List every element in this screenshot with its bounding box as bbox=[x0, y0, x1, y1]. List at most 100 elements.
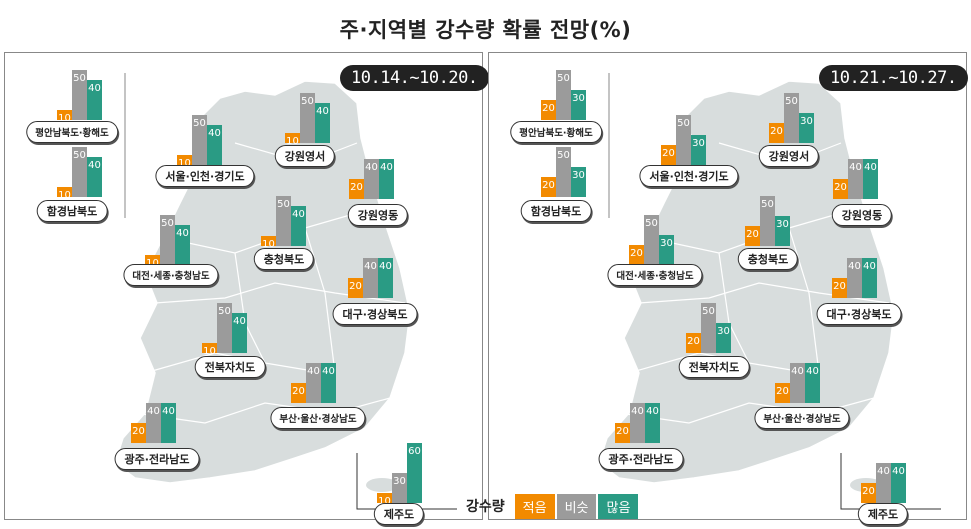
bar-low bbox=[348, 278, 363, 298]
bar-low bbox=[202, 343, 217, 353]
bar-value-label: 30 bbox=[692, 138, 705, 149]
region-label: 부산·울산·경상남도 bbox=[270, 407, 366, 429]
bar-high bbox=[571, 90, 586, 120]
bar-value-label: 50 bbox=[301, 96, 314, 107]
bar-high bbox=[775, 216, 790, 246]
region-label: 전북자치도 bbox=[194, 356, 266, 378]
bar-value-label: 40 bbox=[791, 366, 804, 377]
bar-normal bbox=[848, 159, 863, 199]
bar-value-label: 20 bbox=[349, 281, 362, 292]
bar-normal bbox=[306, 363, 321, 403]
bar-value-label: 40 bbox=[892, 466, 905, 477]
bar-high bbox=[691, 135, 706, 165]
bar-value-label: 50 bbox=[761, 199, 774, 210]
bar-value-label: 20 bbox=[687, 336, 700, 347]
bar-value-label: 30 bbox=[393, 476, 406, 487]
forecast-panel-week1: 1050401050401050401050402040401050401050… bbox=[4, 52, 489, 525]
bar-high bbox=[315, 103, 330, 143]
bar-value-label: 20 bbox=[132, 426, 145, 437]
bar-low bbox=[145, 255, 160, 265]
bar-low bbox=[775, 383, 790, 403]
bar-high bbox=[716, 323, 731, 353]
bar-low bbox=[541, 100, 556, 120]
bar-low bbox=[661, 145, 676, 165]
bar-value-label: 40 bbox=[863, 261, 876, 272]
bar-normal bbox=[790, 363, 805, 403]
bar-value-label: 40 bbox=[380, 162, 393, 173]
bar-value-label: 40 bbox=[233, 316, 246, 327]
region-label: 제주도 bbox=[857, 503, 909, 525]
bar-high bbox=[645, 403, 660, 443]
bar-value-label: 50 bbox=[161, 218, 174, 229]
region-label: 충청북도 bbox=[737, 248, 799, 270]
bar-high bbox=[891, 463, 906, 503]
region-label: 대전·세종·충청남도 bbox=[123, 264, 219, 286]
bar-normal bbox=[146, 403, 161, 443]
bar-value-label: 50 bbox=[645, 218, 658, 229]
bar-value-label: 30 bbox=[717, 326, 730, 337]
bar-value-label: 50 bbox=[193, 118, 206, 129]
bar-low bbox=[861, 483, 876, 503]
bar-value-label: 40 bbox=[316, 106, 329, 117]
bar-normal bbox=[556, 70, 571, 120]
province-border bbox=[788, 227, 820, 374]
bar-value-label: 10 bbox=[58, 113, 71, 124]
bar-value-label: 40 bbox=[162, 406, 175, 417]
bar-high bbox=[407, 443, 422, 503]
region-label: 강원영동 bbox=[347, 204, 409, 226]
region-label: 평안남북도·황해도 bbox=[510, 121, 602, 143]
bar-value-label: 40 bbox=[292, 209, 305, 220]
bar-normal bbox=[644, 215, 659, 265]
bar-low bbox=[745, 226, 760, 246]
bar-high bbox=[659, 235, 674, 265]
jeju-box bbox=[356, 453, 457, 510]
province-border bbox=[304, 227, 336, 374]
date-badge-week1: 10.14.~10.20. bbox=[340, 65, 489, 91]
bar-high bbox=[207, 125, 222, 165]
bar-value-label: 50 bbox=[557, 73, 570, 84]
bar-value-label: 20 bbox=[776, 386, 789, 397]
region-label: 함경남북도 bbox=[520, 200, 592, 222]
bar-low bbox=[291, 383, 306, 403]
region-label: 대전·세종·충청남도 bbox=[607, 264, 703, 286]
bar-value-label: 10 bbox=[58, 190, 71, 201]
bar-value-label: 50 bbox=[277, 199, 290, 210]
legend-item-normal: 비슷 bbox=[556, 493, 597, 519]
bar-normal bbox=[784, 93, 799, 143]
bar-high bbox=[378, 258, 393, 298]
forecast-panel-week2: 20 50 30 20 50 30 20 50 30 20 50 30 20 40 40 20 50 30 20 50… bbox=[488, 52, 968, 525]
region-label: 대구·경상북도 bbox=[816, 303, 902, 325]
bar-value-label: 10 bbox=[378, 496, 391, 507]
bar-value-label: 20 bbox=[833, 281, 846, 292]
bar-value-label: 30 bbox=[776, 219, 789, 230]
region-label: 제주도 bbox=[373, 503, 425, 525]
bar-low bbox=[541, 177, 556, 197]
bar-value-label: 40 bbox=[365, 162, 378, 173]
bar-normal bbox=[701, 303, 716, 353]
bar-low bbox=[57, 187, 72, 197]
bar-value-label: 40 bbox=[379, 261, 392, 272]
bar-value-label: 30 bbox=[572, 170, 585, 181]
region-label: 강원영서 bbox=[758, 145, 820, 167]
bar-value-label: 40 bbox=[147, 406, 160, 417]
bar-value-label: 10 bbox=[178, 158, 191, 169]
bar-value-label: 40 bbox=[307, 366, 320, 377]
region-label: 평안남북도·황해도 bbox=[26, 121, 118, 143]
bar-value-label: 50 bbox=[702, 306, 715, 317]
bar-value-label: 30 bbox=[800, 116, 813, 127]
bar-high bbox=[291, 206, 306, 246]
region-label: 광주·전라남도 bbox=[598, 448, 684, 470]
legend-item-low: 적음 bbox=[514, 493, 555, 519]
jeju-island-shape bbox=[366, 478, 398, 492]
bar-value-label: 20 bbox=[834, 182, 847, 193]
region-label: 강원영서 bbox=[274, 145, 336, 167]
bar-high bbox=[161, 403, 176, 443]
bar-normal bbox=[192, 115, 207, 165]
bar-low bbox=[285, 133, 300, 143]
bar-value-label: 50 bbox=[73, 73, 86, 84]
bar-low bbox=[832, 278, 847, 298]
jeju-box bbox=[840, 453, 941, 510]
page-title: 주·지역별 강수량 확률 전망(%) bbox=[339, 18, 632, 42]
bar-value-label: 40 bbox=[322, 366, 335, 377]
